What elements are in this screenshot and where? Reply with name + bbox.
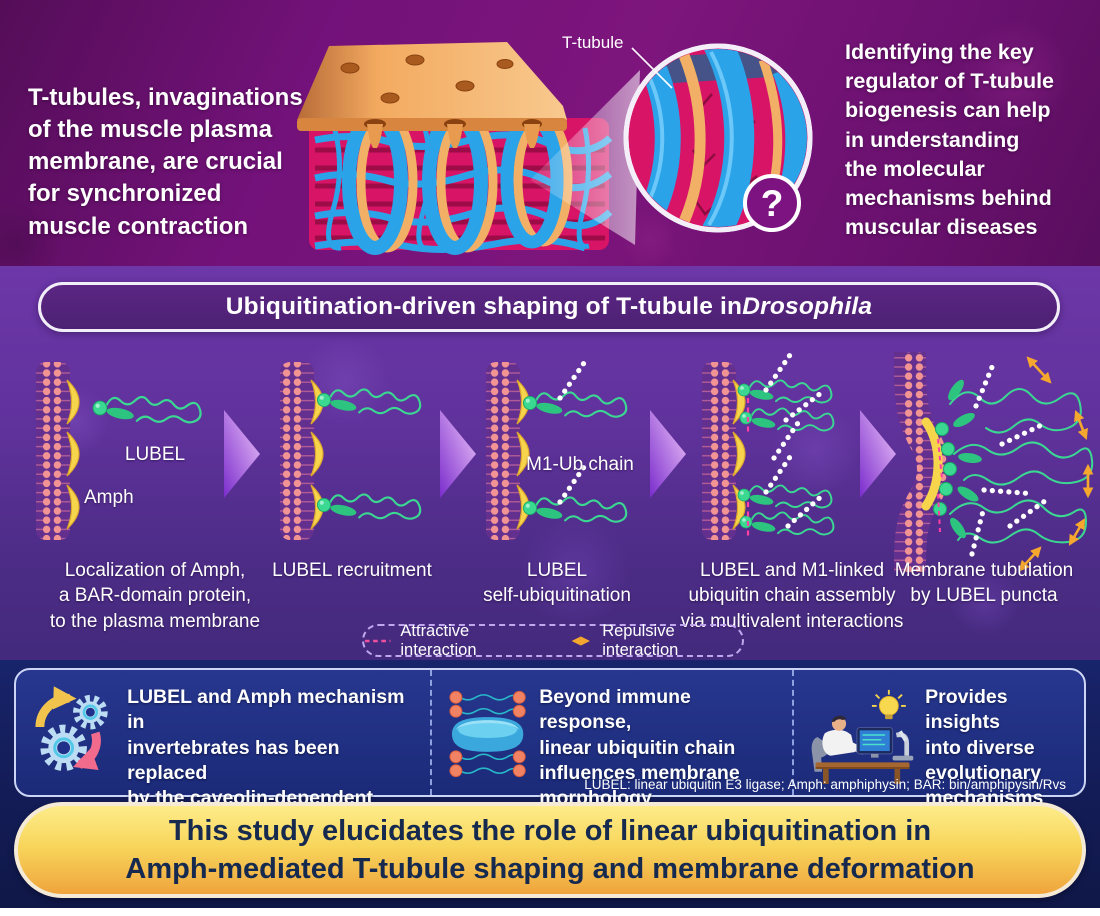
- step2-graphic-lubel-recruitment: [280, 362, 422, 540]
- conclusion-line1: This study elucidates the role of linear…: [168, 814, 932, 847]
- finding-evolution-replacement: LUBEL and Amph mechanism in invertebrate…: [16, 670, 430, 835]
- amph-label: Amph: [84, 487, 134, 508]
- legend-repulsive-label: Repulsive interaction: [602, 621, 679, 659]
- lubel-mesh: [949, 388, 1094, 544]
- top-banner: T-tubules, invaginations of the muscle p…: [0, 0, 1100, 290]
- sarcolemma-sheet: [297, 42, 567, 120]
- step2-caption: LUBEL recruitment: [272, 560, 432, 581]
- step-arrow-icon: [650, 410, 686, 498]
- conclusion-line2: Amph-mediated T-tubule shaping and membr…: [125, 853, 975, 885]
- step5-caption: Membrane tubulation by LUBEL puncta: [894, 560, 1074, 607]
- finding-membrane-morphology: Beyond immune response, linear ubiquitin…: [430, 670, 792, 809]
- pathway-section: Ubiquitination-driven shaping of T-tubul…: [0, 266, 1100, 660]
- findings-panel: LUBEL and Amph mechanism in invertebrate…: [14, 668, 1086, 835]
- step4-graphic-chain-assembly: [702, 350, 835, 540]
- lubel-puncta: [933, 379, 982, 539]
- intro-text-left: T-tubules, invaginations of the muscle p…: [28, 84, 303, 240]
- step5-graphic-membrane-tubulation: [894, 351, 1094, 573]
- interaction-legend: Attractive interaction Repulsive interac…: [362, 621, 744, 659]
- section-title-banner: Ubiquitination-driven shaping of T-tubul…: [38, 282, 1060, 332]
- repulsive-arrow-icon: [571, 635, 590, 646]
- attractive-interaction-lines: [937, 438, 943, 533]
- section-title-text: Ubiquitination-driven shaping of T-tubul…: [225, 293, 743, 320]
- step3-graphic-self-ubiquitination: [486, 350, 628, 540]
- question-badge: ?: [743, 174, 801, 232]
- scientist-desk-icon: [811, 689, 914, 784]
- repulsive-arrows: [1018, 356, 1094, 572]
- finding-text: Provides insights into diverse evolution…: [925, 686, 1044, 810]
- conclusion-banner: This study elucidates the role of linear…: [14, 802, 1086, 898]
- lubel-label: LUBEL: [124, 444, 186, 465]
- legend-attractive-label: Attractive interaction: [400, 621, 477, 659]
- step-arrow-icon: [860, 410, 896, 498]
- finding-text: Beyond immune response, linear ubiquitin…: [539, 686, 740, 810]
- muscle-ttubule-illustration: ?: [297, 42, 813, 255]
- step4-caption: LUBEL and M1-linked ubiquitin chain asse…: [680, 560, 904, 632]
- intro-text-right: Identifying the key regulator of T-tubul…: [845, 40, 1055, 240]
- attractive-line-icon: [364, 639, 391, 642]
- abbreviation-note: LUBEL: linear ubiquitin E3 ligase; Amph:…: [584, 777, 1066, 792]
- step-arrow-icon: [224, 410, 260, 498]
- step1-graphic-amph-localization: [36, 362, 202, 540]
- membrane-vesicle-icon: [449, 690, 526, 778]
- gears-replacement-icon: [35, 686, 108, 772]
- section-title-species: Drosophila: [742, 293, 873, 320]
- label-pointer-line: [631, 47, 673, 89]
- step1-caption: Localization of Amph, a BAR-domain prote…: [49, 560, 261, 632]
- step-arrow-icon: [440, 410, 476, 498]
- question-mark: ?: [761, 183, 784, 224]
- m1ub-chain-label: M1-Ub chain: [526, 454, 634, 475]
- step3-caption: LUBEL self-ubiquitination: [483, 560, 631, 607]
- zoom-beam: [530, 70, 640, 245]
- ttubule-openings: [364, 119, 542, 148]
- ttubule-callout-label: T-tubule: [562, 33, 624, 52]
- findings-section: LUBEL and Amph mechanism in invertebrate…: [0, 660, 1100, 908]
